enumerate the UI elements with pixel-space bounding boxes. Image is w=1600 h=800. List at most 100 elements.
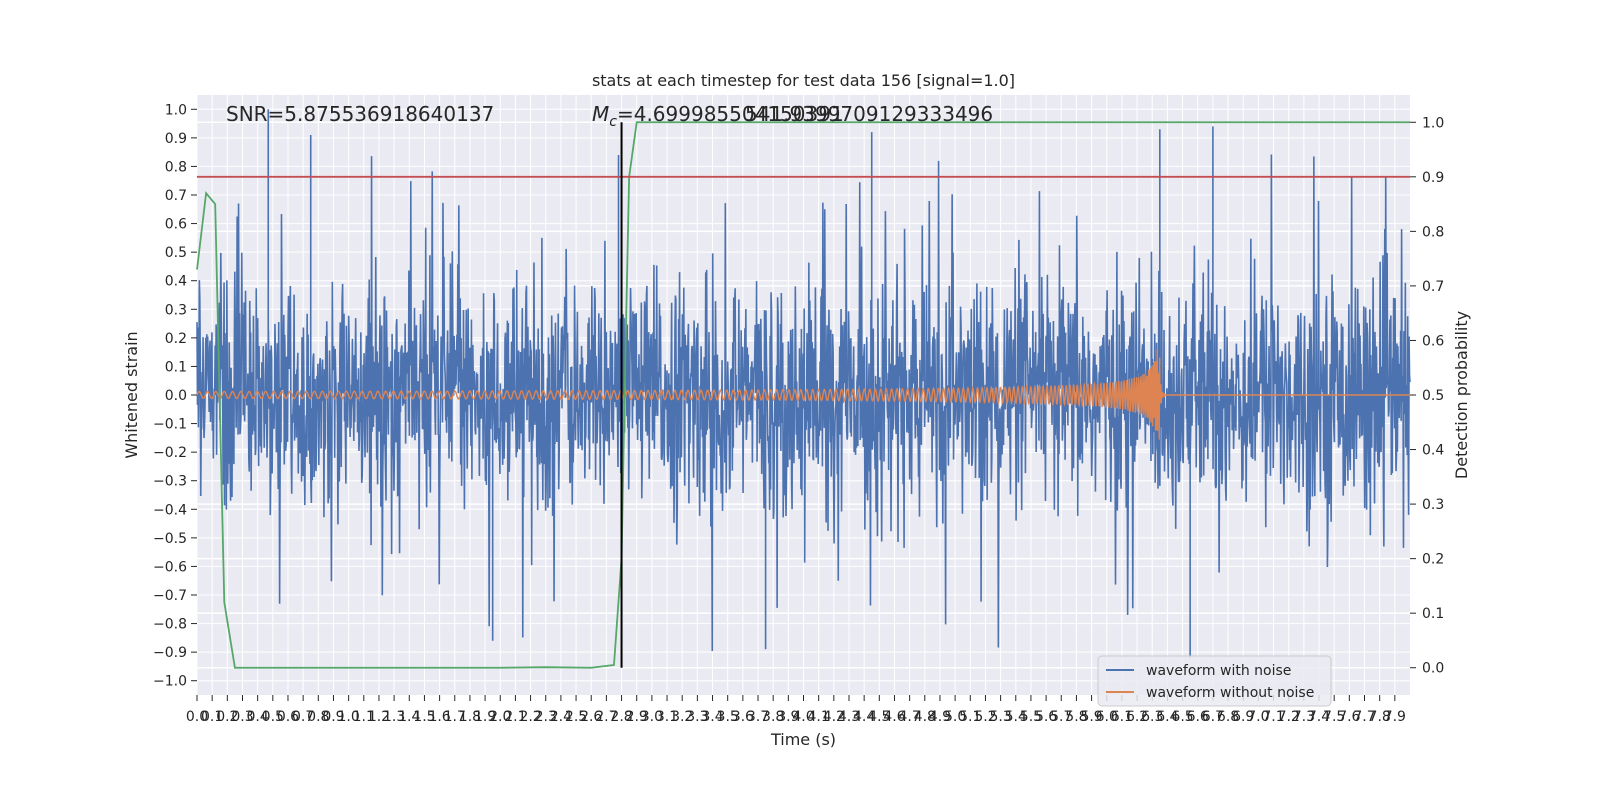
x-tick-label: 1.4 [398, 709, 420, 725]
x-tick-label: 3.2 [671, 709, 693, 725]
x-tick-label: 6.3 [1141, 709, 1163, 725]
noisy-waveform-line [196, 109, 1411, 658]
left-y-tick-label: 0.8 [165, 159, 187, 175]
left-y-tick-label: −0.7 [153, 588, 187, 604]
x-tick-label: 6.0 [1096, 709, 1118, 725]
x-tick-label: 0.9 [322, 709, 344, 725]
left-y-axis-label: Whitened strain [122, 331, 141, 458]
x-tick-label: 6.6 [1187, 709, 1209, 725]
x-tick-label: 3.9 [777, 709, 799, 725]
x-tick-label: 3.0 [641, 709, 663, 725]
mc-subscript: c [609, 114, 617, 130]
left-y-tick-label: −0.1 [153, 417, 187, 433]
x-tick-label: 1.9 [474, 709, 496, 725]
x-tick-label: 6.2 [1126, 709, 1148, 725]
left-y-tick-label: 0.1 [165, 359, 187, 375]
x-tick-label: 2.3 [535, 709, 557, 725]
left-y-tick-label: 0.4 [165, 274, 187, 290]
x-tick-label: 2.7 [595, 709, 617, 725]
x-tick-label: 7.8 [1369, 709, 1391, 725]
x-tick-label: 4.6 [883, 709, 905, 725]
overlapping-annotation: 541.9399709129333496 [745, 102, 993, 126]
x-tick-label: 4.9 [929, 709, 951, 725]
legend-label-clean: waveform without noise [1146, 685, 1314, 701]
x-tick-label: 5.3 [989, 709, 1011, 725]
x-tick-label: 1.5 [413, 709, 435, 725]
mc-symbol: M [592, 102, 609, 126]
x-tick-label: 0.4 [247, 709, 269, 725]
x-tick-label: 2.4 [550, 709, 572, 725]
left-y-tick-label: 1.0 [165, 102, 187, 118]
left-y-tick-label: 0.7 [165, 188, 187, 204]
right-y-tick-label: 0.8 [1422, 224, 1444, 240]
x-tick-label: 2.1 [504, 709, 526, 725]
left-y-tick-label: 0.0 [165, 388, 187, 404]
legend: waveform with noise waveform without noi… [1097, 655, 1332, 707]
x-tick-label: 5.5 [1020, 709, 1042, 725]
x-tick-label: 2.6 [580, 709, 602, 725]
chirp-mass-annotation: Mc=4.699985504150391 [592, 102, 844, 130]
x-tick-label: 0.3 [231, 709, 253, 725]
left-y-tick-label: −0.9 [153, 645, 187, 661]
x-tick-label: 0.7 [292, 709, 314, 725]
x-tick-label: 6.4 [1156, 709, 1178, 725]
x-tick-label: 7.9 [1384, 709, 1406, 725]
right-y-tick-label: 0.2 [1422, 552, 1444, 568]
x-tick-label: 6.8 [1217, 709, 1239, 725]
chart-title: stats at each timestep for test data 156… [592, 71, 1015, 90]
x-tick-label: 4.8 [914, 709, 936, 725]
x-tick-label: 5.8 [1065, 709, 1087, 725]
x-tick-label: 6.9 [1232, 709, 1254, 725]
right-y-tick-label: 0.7 [1422, 279, 1444, 295]
clean-waveform-line [196, 349, 1410, 440]
detection-probability-line [196, 121, 1410, 669]
x-tick-label: 1.7 [444, 709, 466, 725]
mc-value: =4.699985504150391 [617, 102, 844, 126]
left-y-tick-label: 0.5 [165, 245, 187, 261]
x-tick-label: 6.5 [1171, 709, 1193, 725]
x-tick-label: 4.4 [853, 709, 875, 725]
ticks: 1.00.90.80.70.60.50.40.30.20.10.0−0.1−0.… [153, 102, 1444, 725]
left-y-tick-label: 0.2 [165, 331, 187, 347]
x-tick-label: 5.0 [944, 709, 966, 725]
x-tick-label: 7.5 [1323, 709, 1345, 725]
right-y-tick-label: 0.6 [1422, 333, 1444, 349]
x-tick-label: 0.0 [186, 709, 208, 725]
x-tick-label: 2.2 [519, 709, 541, 725]
x-tick-label: 3.7 [747, 709, 769, 725]
x-tick-label: 5.2 [974, 709, 996, 725]
legend-label-noisy: waveform with noise [1146, 663, 1291, 679]
left-y-tick-label: −0.5 [153, 531, 187, 547]
left-y-tick-label: −1.0 [153, 674, 187, 690]
x-tick-label: 4.0 [792, 709, 814, 725]
x-tick-label: 7.6 [1338, 709, 1360, 725]
x-tick-label: 4.7 [899, 709, 921, 725]
x-tick-label: 7.4 [1308, 709, 1330, 725]
left-y-tick-label: −0.2 [153, 445, 187, 461]
x-tick-label: 1.1 [353, 709, 375, 725]
left-y-tick-label: 0.6 [165, 217, 187, 233]
x-tick-label: 5.4 [1005, 709, 1027, 725]
x-tick-label: 7.1 [1262, 709, 1284, 725]
snr-annotation: SNR=5.875536918640137 [226, 102, 494, 126]
x-tick-label: 3.8 [762, 709, 784, 725]
x-axis-label: Time (s) [770, 730, 836, 749]
legend-box [1097, 655, 1332, 707]
x-tick-label: 7.3 [1293, 709, 1315, 725]
x-tick-label: 7.7 [1353, 709, 1375, 725]
x-tick-label: 7.2 [1278, 709, 1300, 725]
x-tick-label: 0.8 [307, 709, 329, 725]
left-y-tick-label: −0.6 [153, 559, 187, 575]
left-y-tick-label: 0.3 [165, 302, 187, 318]
x-tick-label: 0.5 [262, 709, 284, 725]
clean-waveform-series [196, 349, 1410, 440]
left-y-tick-label: −0.8 [153, 617, 187, 633]
x-tick-label: 3.1 [656, 709, 678, 725]
right-y-tick-label: 0.9 [1422, 170, 1444, 186]
x-tick-label: 2.0 [489, 709, 511, 725]
x-tick-label: 4.1 [808, 709, 830, 725]
markers [197, 122, 1410, 668]
right-y-tick-label: 0.3 [1422, 497, 1444, 513]
left-y-tick-label: −0.4 [153, 502, 187, 518]
right-y-tick-label: 0.4 [1422, 443, 1444, 459]
